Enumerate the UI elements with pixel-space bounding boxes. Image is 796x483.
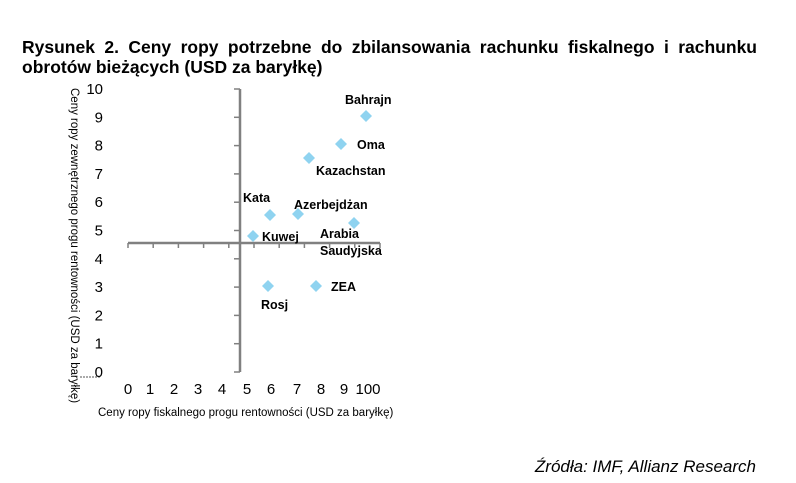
x-tick-label: 1 [146, 381, 154, 398]
diamond-marker-icon [348, 217, 360, 229]
diamond-marker-icon [264, 209, 276, 221]
y-tick-label: 6 [95, 194, 103, 211]
data-point: Kazachstan [303, 152, 385, 178]
x-tick-label: 2 [170, 381, 178, 398]
data-points: Bahrajn Oma Kazachstan Kata Azerbejdżan Arabi… [243, 93, 392, 312]
point-label: Azerbejdżan [294, 198, 368, 212]
x-axis-title: Ceny ropy fiskalnego progu rentowności (… [98, 407, 393, 419]
y-tick-label: 9 [95, 109, 103, 126]
x-tick-label: 6 [267, 381, 275, 398]
y-tick-label: 8 [95, 138, 103, 155]
y-axis-title: Ceny ropy zewnętrznego progu rentowności… [68, 88, 80, 403]
x-tick-label: 0 [124, 381, 132, 398]
x-tick-label: 5 [243, 381, 251, 398]
diamond-marker-icon [335, 138, 347, 150]
point-label: ZEA [331, 280, 356, 294]
x-tick-label: 9 [340, 381, 348, 398]
y-tick-label: 4 [95, 251, 103, 268]
point-label: Saudyjska [320, 244, 383, 258]
data-point: Bahrajn [345, 93, 392, 122]
point-label: Kazachstan [316, 164, 385, 178]
diamond-marker-icon [360, 110, 372, 122]
diamond-marker-icon [310, 280, 322, 292]
x-tick-label: 3 [194, 381, 202, 398]
x-tick-label: 7 [293, 381, 301, 398]
diamond-marker-icon [303, 152, 315, 164]
diamond-marker-icon [262, 280, 274, 292]
point-label: Bahrajn [345, 93, 392, 107]
x-tick-label: 4 [218, 381, 226, 398]
x-tick-label: 8 [317, 381, 325, 398]
y-tick-label: 1 [95, 336, 103, 353]
point-label: Arabia [320, 227, 360, 241]
point-label: Kuwej [262, 230, 299, 244]
point-label: Kata [243, 191, 271, 205]
data-point: Kata [243, 191, 276, 221]
x-tick-label: 100 [355, 381, 380, 398]
y-tick-label: 3 [95, 279, 103, 296]
data-point: Azerbejdżan [292, 198, 368, 220]
axes [80, 88, 381, 378]
y-tick-label: 7 [95, 166, 103, 183]
point-label: Rosj [261, 298, 288, 312]
data-point: ZEA [310, 280, 356, 294]
data-point: Arabia Saudyjska [320, 217, 383, 258]
data-point: Oma [335, 138, 386, 152]
data-point: Kuwej [247, 230, 299, 244]
y-tick-label: 2 [95, 307, 103, 324]
data-point: Rosj [261, 280, 288, 312]
y-tick-label: 0 [95, 364, 103, 381]
point-label: Oma [357, 138, 386, 152]
diamond-marker-icon [292, 208, 304, 220]
chart-title: Rysunek 2. Ceny ropy potrzebne do zbilan… [22, 37, 757, 77]
y-tick-label: 5 [95, 223, 103, 240]
diamond-marker-icon [247, 230, 259, 242]
y-tick-label: 10 [86, 81, 103, 98]
source-note: Źródła: IMF, Allianz Research [534, 457, 756, 476]
